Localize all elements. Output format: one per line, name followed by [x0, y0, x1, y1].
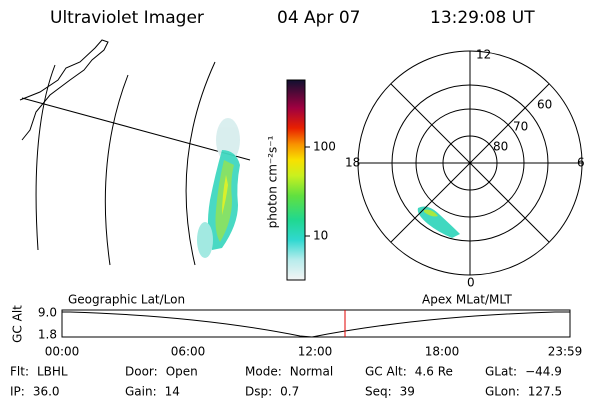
- info-label: Door:: [125, 365, 158, 379]
- info-label: GLon:: [485, 385, 520, 399]
- timeline-left-label: Geographic Lat/Lon: [68, 293, 185, 307]
- timeline-frame: [61, 309, 571, 338]
- instrument: Ultraviolet Imager: [50, 8, 204, 28]
- colorbar-label: photon cm⁻²s⁻¹: [266, 135, 280, 228]
- info-value: 4.6 Re: [415, 365, 453, 379]
- mlt-label: 18: [345, 156, 360, 170]
- lat-label: 60: [537, 98, 552, 112]
- info-label: GLat:: [485, 365, 517, 379]
- info-label: Gain:: [125, 385, 157, 399]
- colorbar-tick-label: 10: [313, 229, 328, 243]
- timeline-y-tick: 1.8: [38, 328, 57, 342]
- timeline-x-tick: 23:59: [548, 345, 583, 359]
- mlt-label: 12: [476, 48, 491, 62]
- info-value: −44.9: [525, 365, 562, 379]
- info-value: Normal: [290, 365, 333, 379]
- info-value: LBHL: [37, 365, 68, 379]
- info-value: 14: [165, 385, 180, 399]
- info-label: IP:: [10, 385, 25, 399]
- mlt-label: 0: [467, 276, 475, 290]
- geographic-map: [19, 39, 251, 266]
- info-label: Mode:: [245, 365, 282, 379]
- info-value: 36.0: [33, 385, 60, 399]
- altitude-curve: [62, 311, 570, 338]
- info-value: 127.5: [528, 385, 562, 399]
- timeline-right-label: Apex MLat/MLT: [422, 293, 512, 307]
- timeline-axis-label: GC Alt: [11, 305, 25, 343]
- timeline-x-tick: 12:00: [298, 345, 333, 359]
- timeline-x-tick: 06:00: [171, 345, 206, 359]
- polar-plot: [357, 50, 583, 276]
- date: 04 Apr 07: [277, 8, 360, 28]
- timeline-x-tick: 00:00: [45, 345, 80, 359]
- info-label: Seq:: [365, 385, 392, 399]
- info-panel: Flt: LBHL Door: Open Mode: Normal GC Alt: 4.6 R…: [10, 365, 562, 399]
- lat-label: 80: [493, 140, 508, 154]
- lat-label: 70: [513, 120, 528, 134]
- colorbar-tick-label: 100: [313, 140, 336, 154]
- info-value: Open: [166, 365, 198, 379]
- time: 13:29:08 UT: [430, 8, 535, 28]
- info-value: 0.7: [280, 385, 299, 399]
- info-value: 39: [400, 385, 415, 399]
- info-label: Dsp:: [245, 385, 272, 399]
- timeline-y-tick: 9.0: [38, 306, 57, 320]
- info-label: Flt:: [10, 365, 29, 379]
- mlt-label: 6: [577, 156, 585, 170]
- colorbar: [286, 79, 306, 281]
- info-label: GC Alt:: [365, 365, 407, 379]
- timeline-x-tick: 18:00: [425, 345, 460, 359]
